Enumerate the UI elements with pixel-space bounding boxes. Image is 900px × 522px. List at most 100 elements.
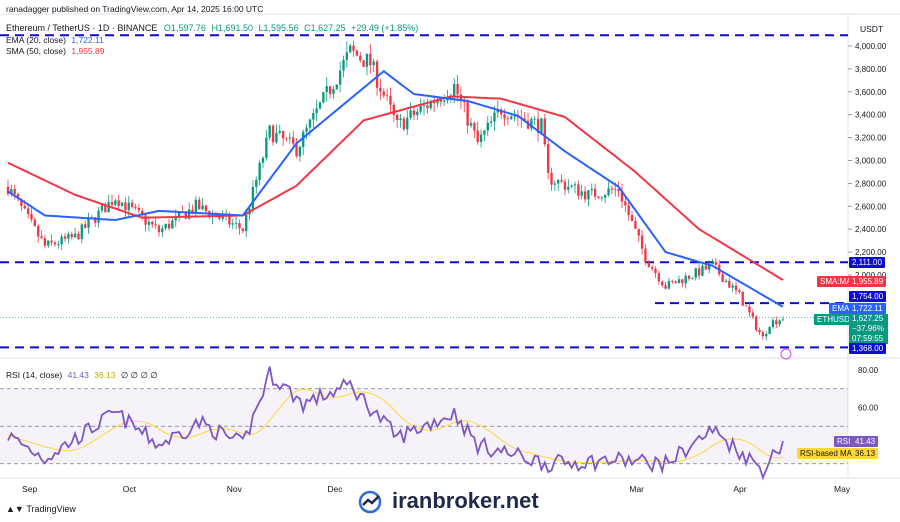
level-tag-2111: 2,111.00 bbox=[849, 257, 885, 268]
candle-body bbox=[70, 234, 73, 238]
candle-body bbox=[399, 118, 402, 120]
candle-body bbox=[489, 121, 493, 123]
candle-body bbox=[557, 180, 560, 184]
candle-body bbox=[570, 185, 573, 187]
candle-body bbox=[503, 114, 506, 119]
candle-body bbox=[332, 88, 335, 94]
candle-body bbox=[496, 109, 500, 113]
candle-body bbox=[436, 99, 439, 104]
candle-body bbox=[147, 221, 151, 225]
candle-body bbox=[187, 209, 191, 219]
tradingview-logo-icon: ▲▼ bbox=[6, 504, 27, 514]
candle-body bbox=[174, 215, 177, 221]
candle-body bbox=[201, 205, 204, 210]
rsi-tag-name: RSI bbox=[834, 436, 854, 447]
candle-body bbox=[144, 215, 147, 225]
candle-body bbox=[100, 205, 104, 211]
time-tick-label: Mar bbox=[629, 484, 644, 494]
price-tick-label: 2,600.00 bbox=[855, 202, 887, 211]
candle-body bbox=[73, 233, 77, 238]
rsi-line bbox=[7, 366, 784, 481]
candle-body bbox=[110, 201, 114, 205]
candle-body bbox=[47, 240, 50, 246]
candle-body bbox=[446, 98, 449, 101]
candle-body bbox=[637, 228, 640, 236]
candle-body bbox=[634, 221, 637, 229]
time-tick-label: Apr bbox=[733, 484, 746, 494]
candle-body bbox=[473, 123, 476, 131]
currency-label[interactable]: USDT bbox=[860, 24, 884, 34]
candle-body bbox=[359, 55, 362, 61]
rsi-ma-legend-value: 36.13 bbox=[94, 370, 116, 380]
candle-body bbox=[476, 130, 479, 143]
candle-body bbox=[238, 223, 241, 229]
candle-body bbox=[392, 104, 395, 115]
candle-body bbox=[345, 52, 349, 60]
candle-body bbox=[479, 134, 483, 143]
candle-body bbox=[778, 320, 781, 325]
candle-body bbox=[500, 109, 503, 115]
candle-body bbox=[708, 264, 711, 270]
candle-body bbox=[16, 194, 20, 199]
candle-body bbox=[120, 202, 124, 206]
price-tick-label: 3,000.00 bbox=[855, 157, 887, 166]
price-tick-label: 3,800.00 bbox=[855, 65, 887, 74]
candle-body bbox=[701, 265, 704, 276]
candle-body bbox=[43, 238, 47, 246]
candle-body bbox=[754, 316, 758, 330]
rsi-legend[interactable]: RSI (14, close) 41.43 36.13 ∅ ∅ ∅ ∅ bbox=[6, 370, 161, 381]
candle-body bbox=[338, 70, 342, 85]
candle-body bbox=[610, 188, 614, 190]
candle-body bbox=[245, 214, 248, 231]
tradingview-brand[interactable]: ▲▼ TradingView bbox=[6, 504, 76, 514]
candle-body bbox=[536, 118, 540, 134]
ema-tag-value: 1,722.11 bbox=[849, 303, 886, 314]
candle-body bbox=[305, 127, 308, 132]
candle-body bbox=[704, 265, 708, 270]
candle-body bbox=[67, 234, 70, 239]
candle-body bbox=[271, 125, 275, 143]
candle-body bbox=[406, 117, 409, 130]
candle-body bbox=[26, 208, 30, 214]
candle-body bbox=[402, 118, 406, 130]
candle-body bbox=[127, 202, 130, 211]
candle-body bbox=[362, 60, 365, 67]
candle-body bbox=[617, 189, 620, 192]
candle-body bbox=[419, 106, 422, 112]
last-price-countdown: 07:59:55 bbox=[852, 334, 884, 343]
rsi-ma-tag-name: RSI-based MA bbox=[797, 448, 856, 459]
sma-legend[interactable]: SMA (50, close) 1,955.89 bbox=[6, 46, 107, 56]
candle-body bbox=[275, 132, 278, 143]
publisher-line: ranadagger published on TradingView.com,… bbox=[6, 4, 264, 14]
ohlc-low: L1,595.56 bbox=[258, 23, 299, 33]
candle-body bbox=[389, 95, 392, 105]
candle-body bbox=[624, 201, 627, 206]
candle-body bbox=[530, 118, 533, 129]
symbol-label[interactable]: Ethereum / TetherUS · 1D · BINANCE bbox=[6, 23, 158, 33]
rsi-legend-value: 41.43 bbox=[67, 370, 89, 380]
candle-body bbox=[661, 281, 664, 286]
candle-body bbox=[285, 138, 288, 140]
candle-body bbox=[63, 236, 67, 239]
candle-body bbox=[590, 188, 593, 191]
candle-body bbox=[322, 92, 325, 103]
candle-body bbox=[278, 130, 281, 133]
time-tick-label: Sep bbox=[22, 484, 37, 494]
candle-body bbox=[546, 144, 550, 173]
rsi-tag-value: 41.43 bbox=[852, 436, 879, 447]
time-tick-label: Oct bbox=[123, 484, 137, 494]
candle-body bbox=[409, 110, 412, 118]
candle-body bbox=[33, 219, 37, 226]
ohlc-line: Ethereum / TetherUS · 1D · BINANCE O1,59… bbox=[6, 23, 418, 33]
candle-body bbox=[80, 224, 83, 240]
candle-body bbox=[184, 212, 187, 219]
candle-body bbox=[630, 215, 634, 222]
candle-body bbox=[117, 200, 120, 206]
candle-body bbox=[375, 61, 379, 88]
candle-body bbox=[268, 125, 271, 138]
candle-body bbox=[164, 223, 167, 229]
ema-legend[interactable]: EMA (20, close) 1,722.11 bbox=[6, 35, 107, 45]
candle-body bbox=[124, 202, 127, 211]
candle-body bbox=[469, 123, 473, 126]
